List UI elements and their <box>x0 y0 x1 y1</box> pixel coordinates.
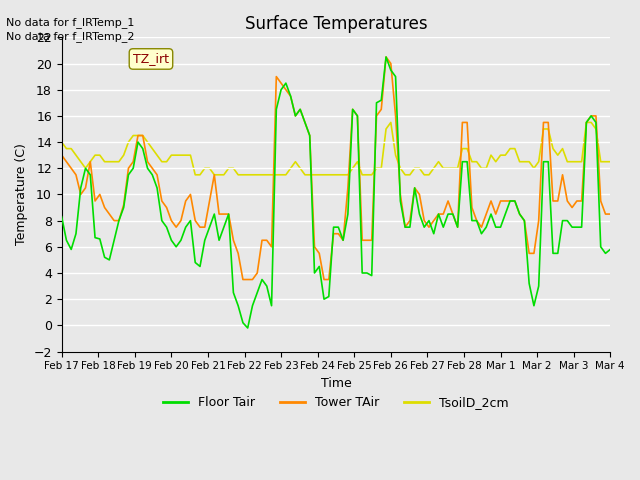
Title: Surface Temperatures: Surface Temperatures <box>244 15 428 33</box>
Legend: Floor Tair, Tower TAir, TsoilD_2cm: Floor Tair, Tower TAir, TsoilD_2cm <box>158 391 514 414</box>
Text: No data for f_IRTemp_2: No data for f_IRTemp_2 <box>6 31 135 42</box>
Y-axis label: Temperature (C): Temperature (C) <box>15 144 28 245</box>
Text: TZ_irt: TZ_irt <box>133 52 169 65</box>
X-axis label: Time: Time <box>321 377 351 390</box>
Text: No data for f_IRTemp_1: No data for f_IRTemp_1 <box>6 17 135 28</box>
